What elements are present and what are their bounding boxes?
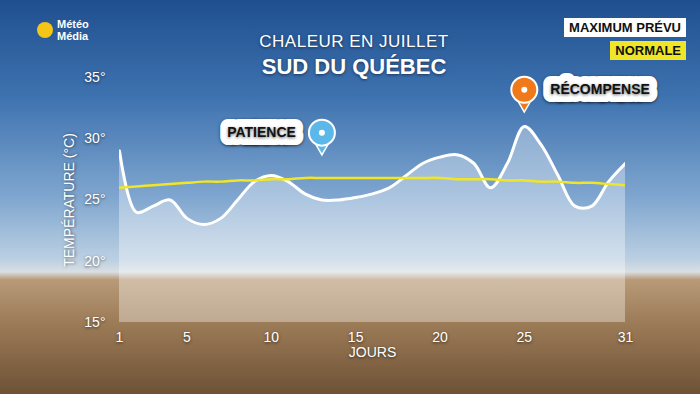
svg-text:31: 31 [618, 329, 634, 345]
svg-text:35°: 35° [84, 69, 105, 85]
svg-text:JOURS: JOURS [349, 344, 396, 360]
svg-text:TEMPÉRATURE (°C): TEMPÉRATURE (°C) [61, 133, 77, 267]
html-text:NORMALE: NORMALE [615, 43, 681, 58]
svg-text:15: 15 [347, 329, 364, 346]
svg-text:20°: 20° [84, 253, 105, 269]
svg-text:30°: 30° [84, 130, 105, 146]
html-text:Météo: Météo [57, 18, 89, 30]
svg-text:RÉCOMPENSE: RÉCOMPENSE [550, 81, 650, 97]
svg-text:15°: 15° [84, 314, 105, 330]
svg-text:25°: 25° [84, 191, 105, 207]
svg-text:PATIENCE: PATIENCE [227, 124, 296, 140]
html-text:MAXIMUM PRÉVU: MAXIMUM PRÉVU [569, 20, 681, 35]
html-text:CHALEUR EN JUILLET: CHALEUR EN JUILLET [259, 32, 449, 51]
html-text:Média: Média [57, 30, 89, 42]
svg-text:5: 5 [183, 329, 191, 345]
svg-text:1: 1 [116, 329, 124, 345]
svg-text:25: 25 [517, 329, 533, 345]
svg-text:10: 10 [264, 329, 280, 345]
svg-text:20: 20 [432, 329, 448, 345]
html-text:SUD DU QUÉBEC: SUD DU QUÉBEC [261, 54, 447, 79]
